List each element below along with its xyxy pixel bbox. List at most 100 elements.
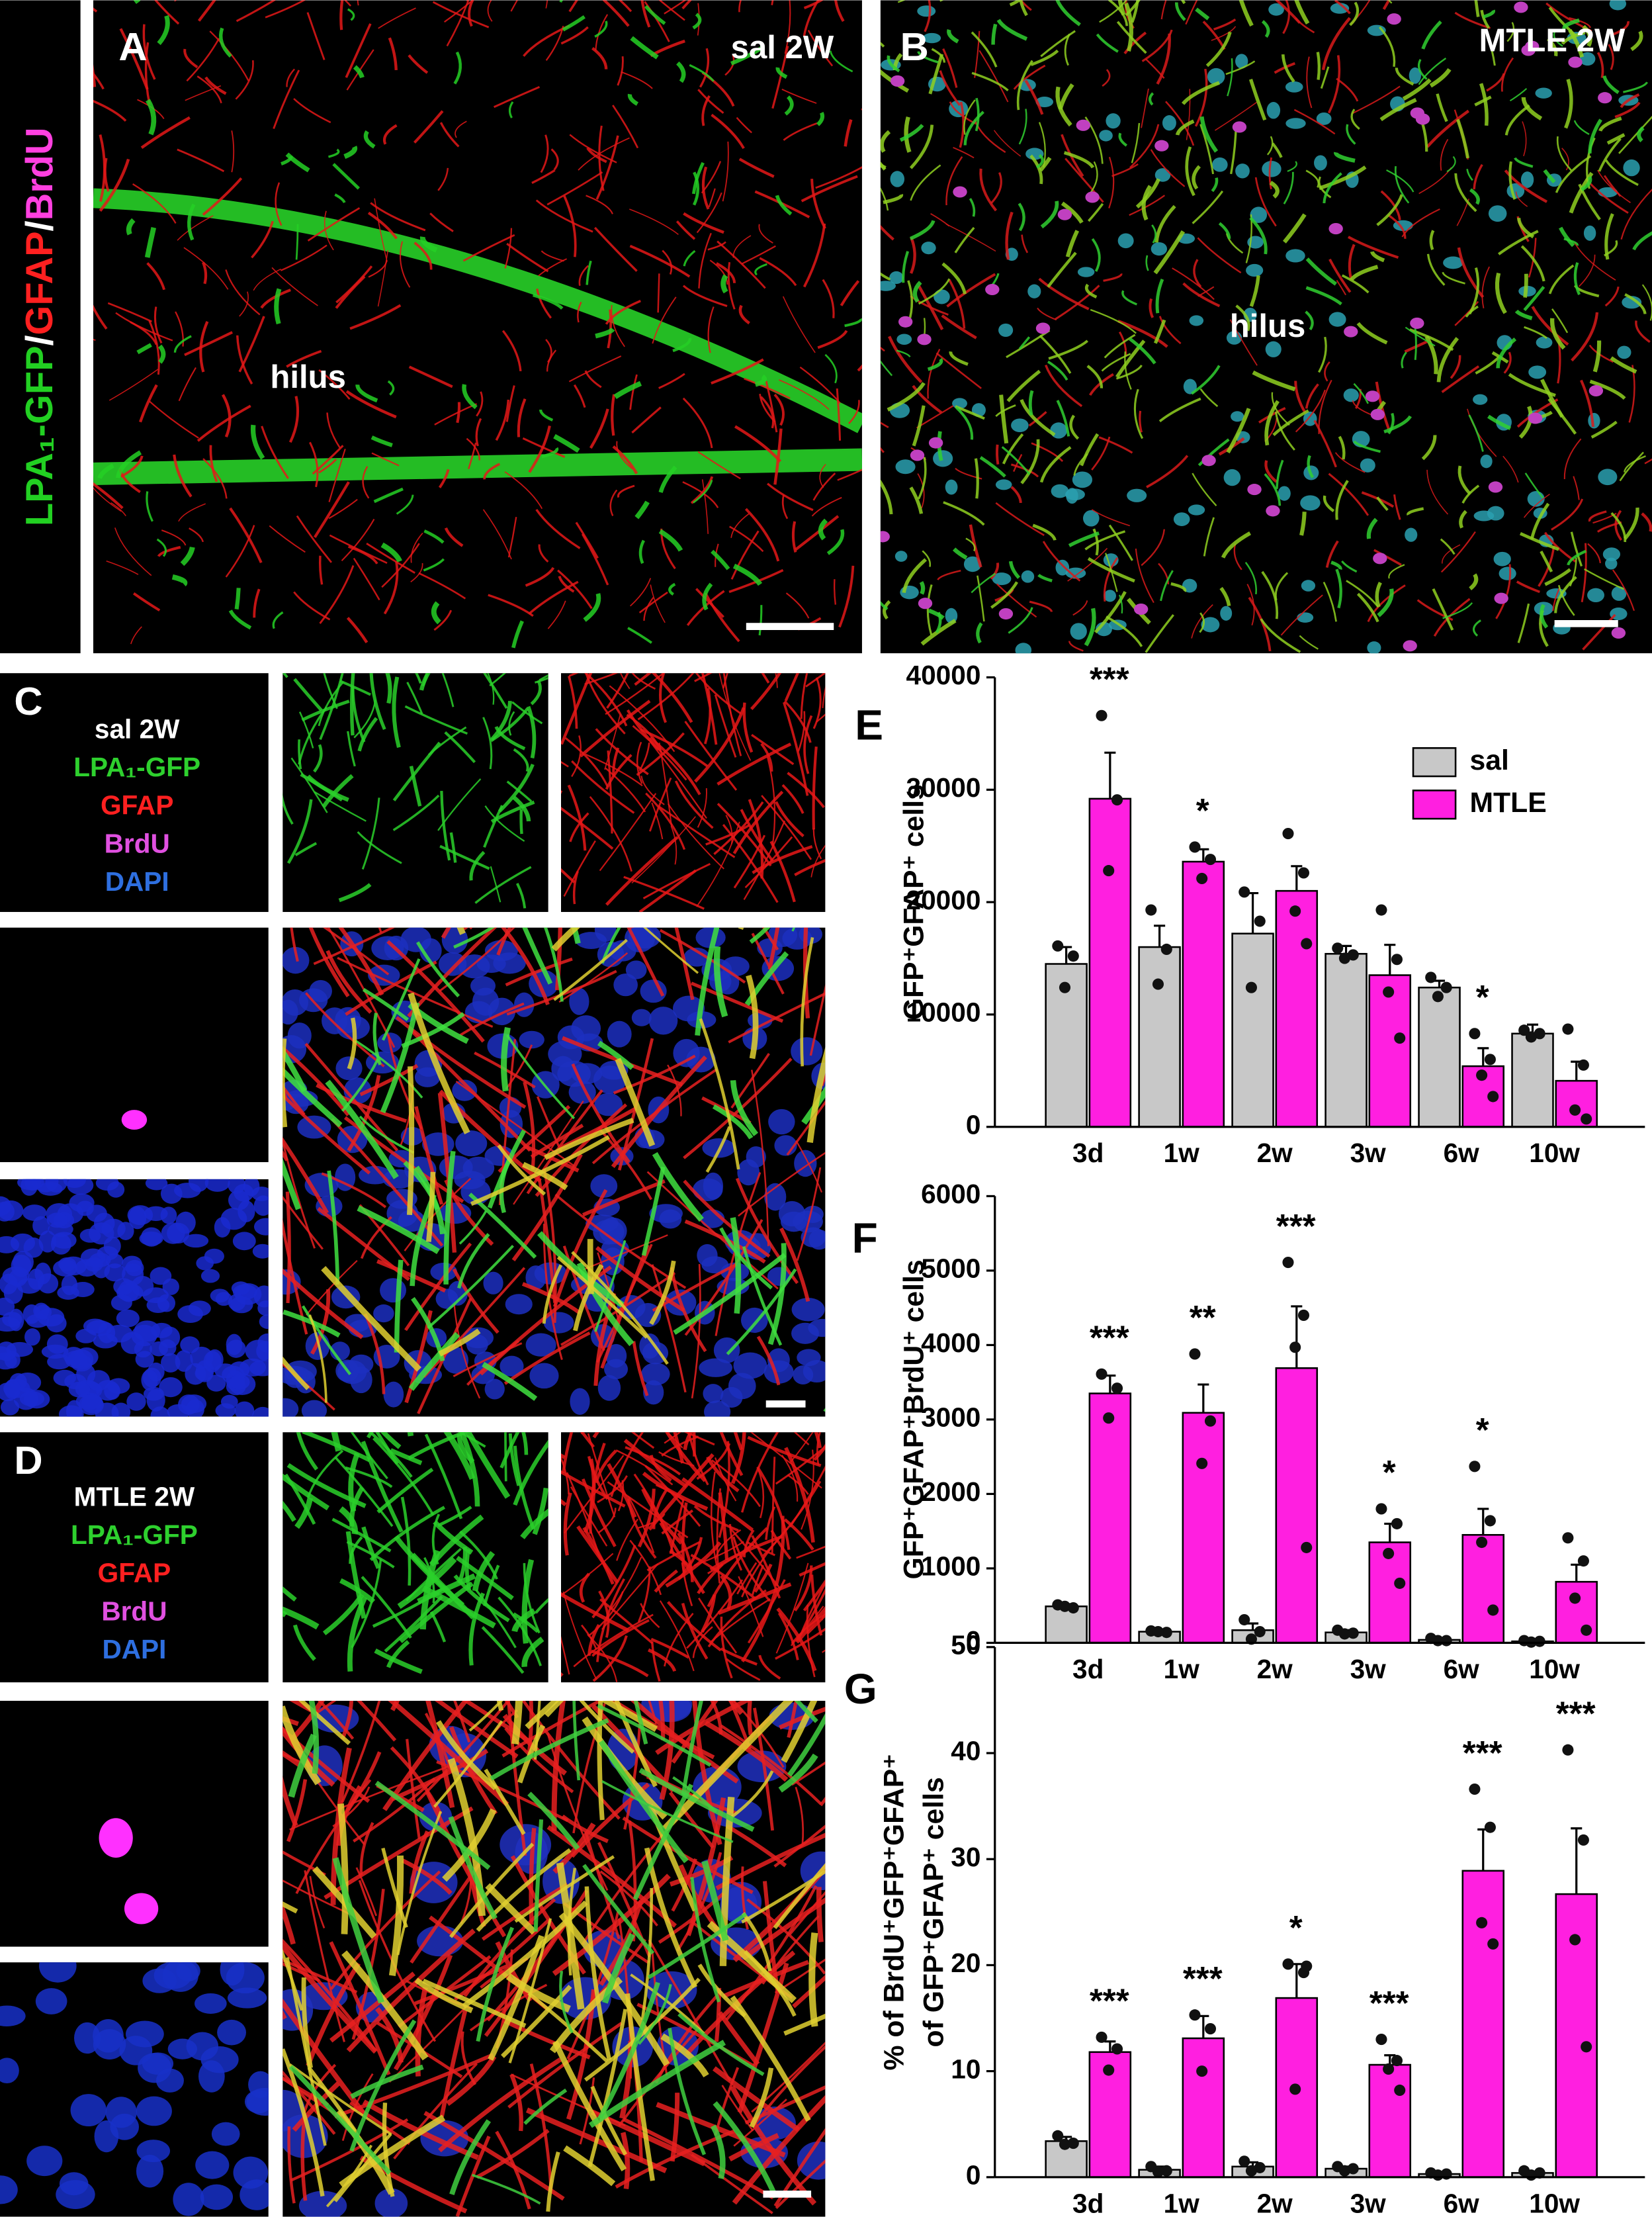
fiber	[594, 21, 608, 38]
nucleus	[1201, 617, 1220, 633]
fiber	[1334, 152, 1356, 163]
data-point	[1160, 943, 1172, 956]
fiber	[1540, 604, 1549, 629]
fiber	[658, 1451, 695, 1467]
fiber	[1596, 52, 1604, 78]
fiber	[1145, 613, 1174, 653]
y-tick-label: 40000	[906, 660, 981, 690]
fiber	[474, 866, 532, 904]
data-point	[1476, 1917, 1488, 1928]
fiber	[1457, 247, 1485, 298]
nucleus	[917, 5, 936, 17]
fiber	[560, 673, 593, 745]
fiber	[773, 428, 783, 485]
nucleus	[934, 289, 950, 304]
fiber	[296, 515, 332, 563]
bar	[1088, 797, 1132, 1128]
fiber	[694, 673, 713, 682]
fiber	[283, 1038, 288, 1128]
fiber	[740, 1866, 749, 1930]
data-point	[1487, 1091, 1499, 1103]
fiber	[611, 394, 616, 436]
fiber	[1042, 541, 1081, 582]
nucleus	[910, 449, 925, 461]
fiber	[775, 1627, 826, 1660]
fiber	[327, 927, 396, 1048]
fiber	[904, 116, 912, 153]
fiber	[542, 1264, 563, 1324]
fiber	[414, 1106, 444, 1205]
fiber	[301, 1977, 314, 2069]
fiber	[328, 498, 358, 520]
fiber	[1088, 373, 1114, 396]
y-tick-label: 20000	[906, 885, 981, 915]
fiber	[662, 1700, 794, 1832]
fiber	[380, 1002, 420, 1114]
nucleus	[1072, 471, 1093, 488]
fiber	[1475, 355, 1500, 375]
fiber	[1072, 600, 1088, 616]
fiber	[760, 396, 775, 429]
fiber	[572, 870, 579, 905]
fiber	[522, 927, 553, 985]
nucleus	[617, 1294, 646, 1320]
nucleus	[1365, 390, 1380, 402]
fiber	[283, 1586, 297, 1602]
fiber	[1091, 436, 1111, 471]
fiber	[396, 1811, 443, 1956]
fiber	[283, 1363, 335, 1411]
fiber	[505, 1044, 533, 1090]
fiber	[648, 1648, 677, 1672]
fiber	[1158, 563, 1170, 585]
nucleus	[1246, 263, 1264, 277]
fiber	[627, 1496, 655, 1554]
fiber	[625, 1993, 655, 2181]
fiber	[682, 481, 719, 508]
fiber	[664, 0, 687, 15]
fiber	[1502, 455, 1519, 483]
fiber	[551, 927, 580, 952]
legend-line: DAPI	[102, 1634, 166, 1664]
fiber	[447, 1758, 486, 1917]
fiber	[784, 1447, 815, 1543]
fiber	[990, 563, 1000, 580]
fiber	[773, 1863, 826, 1930]
data-point	[1562, 1532, 1574, 1544]
fiber	[272, 611, 284, 629]
fiber	[795, 1786, 804, 1844]
legend-swatch	[1412, 790, 1457, 820]
fiber	[1040, 30, 1076, 58]
fiber	[146, 491, 153, 522]
panel-letter: D	[14, 1438, 42, 1482]
fiber	[747, 1700, 753, 1735]
data-point	[1347, 949, 1359, 961]
data-point	[1103, 2064, 1115, 2076]
legend-line: GFAP	[98, 1558, 171, 1588]
data-point	[1484, 1821, 1496, 1833]
bar	[1461, 1870, 1505, 2179]
fiber	[1141, 29, 1173, 62]
fiber	[705, 1126, 731, 1173]
fiber	[946, 273, 996, 308]
fiber	[1352, 85, 1401, 114]
fiber	[329, 1941, 391, 2075]
fiber	[1101, 353, 1131, 372]
nucleus	[107, 1378, 130, 1394]
data-point	[1152, 1625, 1164, 1638]
data-point	[1534, 1028, 1545, 1040]
fiber	[283, 673, 288, 678]
fiber	[250, 424, 265, 460]
fiber	[1215, 101, 1257, 131]
fiber	[669, 1499, 685, 1555]
panel-letter: A	[118, 24, 147, 69]
x-tick-label: 3w	[1350, 2188, 1387, 2217]
fiber	[495, 399, 510, 441]
fiber	[783, 700, 812, 743]
fiber	[1473, 163, 1483, 190]
fiber	[1103, 557, 1119, 602]
fiber	[629, 244, 691, 278]
fiber	[1090, 161, 1098, 193]
fiber	[1055, 0, 1081, 26]
fiber	[971, 71, 1009, 92]
nucleus	[1598, 92, 1612, 104]
